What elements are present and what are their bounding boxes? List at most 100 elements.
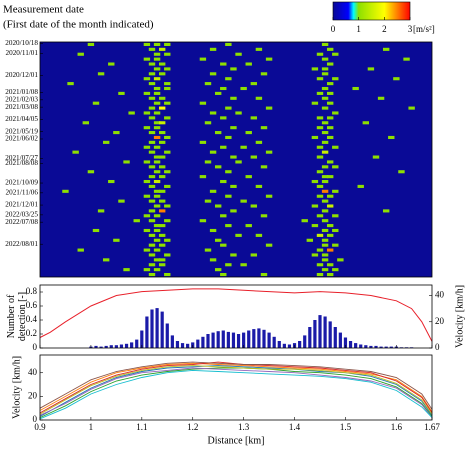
heatmap-cell bbox=[153, 101, 161, 105]
heatmap-cell bbox=[164, 116, 171, 120]
heatmap-cell bbox=[230, 96, 237, 100]
heatmap-cell bbox=[220, 273, 227, 277]
heatmap-cell bbox=[164, 170, 171, 174]
heatmap-cell bbox=[316, 194, 324, 198]
heatmap-cell bbox=[153, 57, 161, 61]
bar bbox=[135, 339, 139, 348]
heatmap-cell bbox=[321, 253, 329, 257]
heatmap-cell bbox=[220, 145, 227, 149]
heatmap-cell bbox=[164, 101, 171, 105]
heatmap-cell bbox=[332, 228, 339, 233]
x-tick-label: 0.9 bbox=[34, 422, 46, 432]
plot-frame bbox=[39, 284, 433, 349]
heatmap-cell bbox=[388, 135, 395, 140]
heatmap-cell bbox=[316, 214, 324, 218]
heatmap-cell bbox=[311, 101, 319, 105]
heatmap-cell bbox=[265, 106, 273, 110]
heatmap-cell bbox=[326, 62, 334, 66]
heatmap-cell bbox=[245, 62, 252, 66]
x-tick-label: 1.4 bbox=[289, 422, 301, 432]
heatmap-cell bbox=[204, 248, 212, 252]
bar bbox=[160, 311, 164, 348]
heatmap-cell bbox=[240, 86, 247, 91]
heatmap-cell bbox=[321, 96, 329, 100]
heatmap-cell bbox=[153, 204, 161, 208]
heatmap-cell bbox=[214, 238, 222, 242]
heatmap-cell bbox=[408, 106, 415, 110]
heatmap-cell bbox=[235, 52, 242, 56]
y2-tick-label: 0 bbox=[435, 342, 440, 352]
bar bbox=[196, 339, 200, 348]
heatmap-cell bbox=[123, 160, 130, 164]
y-tick-label: 0 bbox=[33, 342, 38, 352]
heatmap-cell bbox=[311, 204, 319, 208]
heatmap-cell bbox=[225, 263, 232, 267]
heatmap-cell bbox=[393, 77, 400, 81]
heatmap-cell bbox=[128, 111, 135, 115]
heatmap-cell bbox=[153, 268, 161, 272]
heatmap-cell bbox=[164, 52, 171, 56]
heatmap-cell bbox=[326, 194, 334, 198]
heatmap-cell bbox=[326, 101, 334, 105]
heatmap-cell bbox=[199, 175, 207, 179]
heatmap-cell bbox=[321, 268, 329, 272]
heatmap-cell bbox=[164, 86, 171, 91]
heatmap-cell bbox=[240, 199, 247, 203]
bar bbox=[277, 341, 281, 348]
heatmap-cell bbox=[143, 57, 151, 61]
heatmap-cell bbox=[143, 111, 151, 115]
heatmap-cell bbox=[255, 233, 263, 237]
heatmap-cell bbox=[204, 160, 212, 164]
heatmap-cell bbox=[148, 273, 156, 277]
colorbar-tick-label: 2 bbox=[382, 24, 387, 34]
heatmap-cell bbox=[148, 199, 156, 203]
bar bbox=[303, 335, 307, 348]
heatmap-cell bbox=[326, 82, 334, 86]
heatmap-cell bbox=[158, 258, 166, 262]
heatmap-cell bbox=[153, 179, 161, 184]
heatmap-cell bbox=[153, 238, 161, 242]
heatmap-cell bbox=[82, 121, 90, 125]
y-tick-label: 2021/11/06 bbox=[6, 188, 39, 196]
heatmap-cell bbox=[225, 194, 232, 198]
bar bbox=[379, 346, 383, 348]
heatmap-cell bbox=[158, 47, 166, 51]
heatmap-cell bbox=[153, 52, 161, 56]
heatmap-cell bbox=[230, 67, 237, 71]
heatmap-cell bbox=[204, 121, 212, 125]
bar bbox=[180, 343, 185, 348]
plot-frame bbox=[39, 41, 433, 278]
heatmap-cell bbox=[148, 72, 156, 76]
heatmap-cell bbox=[209, 189, 217, 193]
heatmap-cell bbox=[143, 248, 151, 252]
heatmap-cell bbox=[87, 170, 95, 174]
heatmap-cell bbox=[158, 62, 166, 66]
heatmap-cell bbox=[158, 263, 166, 267]
heatmap-cell bbox=[265, 194, 273, 198]
heatmap-cell bbox=[316, 184, 324, 188]
heatmap-cell bbox=[326, 175, 334, 179]
heatmap-cell bbox=[326, 224, 334, 228]
heatmap-cell bbox=[164, 204, 171, 208]
bar bbox=[216, 331, 220, 348]
y2-tick-label: 40 bbox=[435, 290, 445, 300]
y-tick-label: 0.6 bbox=[26, 300, 38, 310]
heatmap-cell bbox=[326, 126, 334, 130]
heatmap-cell bbox=[311, 179, 319, 184]
heatmap-cell bbox=[326, 91, 334, 95]
heatmap-cell bbox=[158, 131, 166, 135]
bar bbox=[186, 343, 190, 348]
velocity-profile bbox=[39, 362, 433, 412]
heatmap-cell bbox=[158, 165, 166, 169]
heatmap-cell bbox=[143, 228, 151, 233]
heatmap-cell bbox=[158, 224, 166, 228]
heatmap-cell bbox=[199, 57, 207, 61]
heatmap-cell bbox=[148, 243, 156, 247]
heatmap-cell bbox=[214, 165, 222, 169]
x-tick-label: 1.6 bbox=[391, 422, 403, 432]
x-tick-label: 1.67 bbox=[424, 422, 440, 432]
heatmap-cell bbox=[158, 189, 166, 193]
heatmap-cell bbox=[225, 42, 232, 46]
heatmap-cell bbox=[153, 194, 161, 198]
heatmap-cell bbox=[153, 170, 161, 174]
